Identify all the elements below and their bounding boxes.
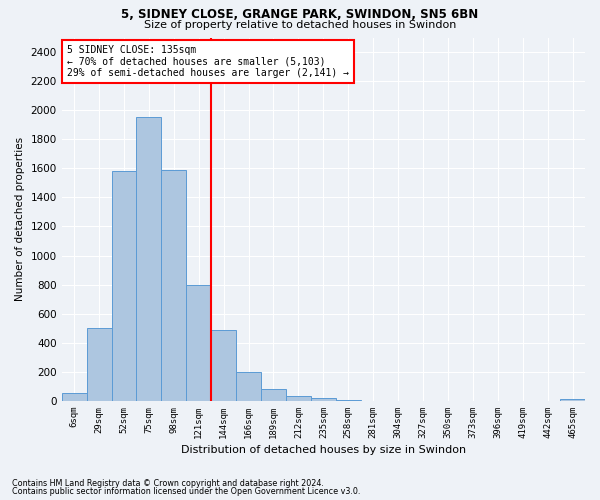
Y-axis label: Number of detached properties: Number of detached properties (15, 137, 25, 302)
Text: Size of property relative to detached houses in Swindon: Size of property relative to detached ho… (144, 20, 456, 30)
Bar (211, 330, 236, 401)
Bar (186, 284, 211, 401)
Text: 5 SIDNEY CLOSE: 135sqm
← 70% of detached houses are smaller (5,103)
29% of semi-: 5 SIDNEY CLOSE: 135sqm ← 70% of detached… (67, 45, 349, 78)
Bar (161, 170, 186, 401)
Bar (62, 393, 86, 401)
Text: 5, SIDNEY CLOSE, GRANGE PARK, SWINDON, SN5 6BN: 5, SIDNEY CLOSE, GRANGE PARK, SWINDON, S… (121, 8, 479, 20)
Bar (136, 118, 161, 401)
Bar (336, 400, 361, 401)
Text: Contains HM Land Registry data © Crown copyright and database right 2024.: Contains HM Land Registry data © Crown c… (12, 478, 324, 488)
Bar (236, 372, 261, 401)
Bar (286, 396, 311, 401)
Bar (560, 399, 585, 401)
Text: Contains public sector information licensed under the Open Government Licence v3: Contains public sector information licen… (12, 487, 361, 496)
Bar (86, 328, 112, 401)
Bar (112, 171, 136, 401)
Bar (261, 388, 286, 401)
X-axis label: Distribution of detached houses by size in Swindon: Distribution of detached houses by size … (181, 445, 466, 455)
Bar (311, 398, 336, 401)
